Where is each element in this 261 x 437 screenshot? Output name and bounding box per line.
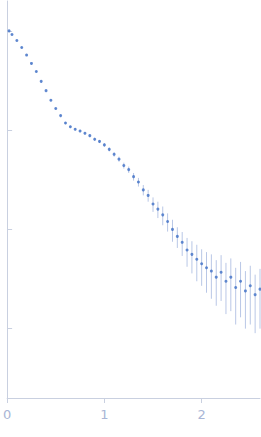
svg-text:2: 2 [198, 407, 206, 422]
svg-text:1: 1 [100, 407, 108, 422]
svg-text:0: 0 [3, 407, 11, 422]
